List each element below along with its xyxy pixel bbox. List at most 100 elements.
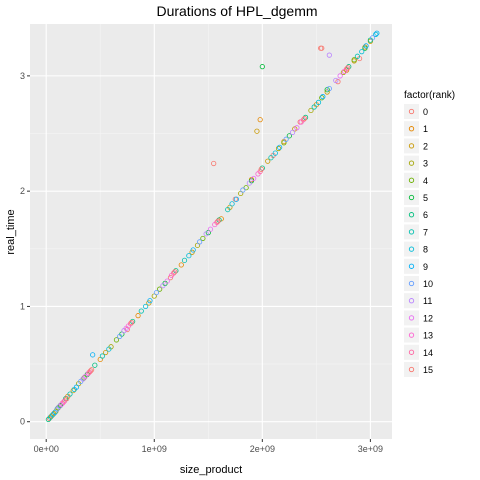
data-point [99,353,106,359]
data-point [207,226,214,232]
x-axis-title: size_product [180,464,242,476]
data-point [147,298,153,304]
data-point [257,117,263,123]
legend-marker [408,315,415,321]
legend-key [404,155,419,171]
data-point [186,253,192,259]
legend-label: 12 [423,313,433,323]
data-point [265,158,271,164]
data-point [272,150,278,156]
legend-key [404,207,419,223]
legend-marker [408,229,415,235]
data-point [275,145,282,152]
legend-key [404,190,419,205]
data-point [138,308,144,314]
data-point [340,69,346,76]
data-point [92,362,98,368]
legend-key [404,327,419,343]
data-point [359,49,365,55]
legend-key [404,362,419,377]
data-point [333,77,339,84]
data-point [57,402,63,409]
data-point [318,45,324,51]
legend-label: 10 [423,279,433,289]
legend-label: 2 [423,141,428,151]
legend-marker [408,126,415,132]
legend-marker [408,332,415,338]
data-point [300,117,306,123]
chart-title: Durations of HPL_dgemm [156,3,317,19]
data-point [197,239,203,245]
data-point [190,247,196,253]
legend-label: 11 [423,296,432,306]
data-point [251,175,257,182]
data-point [326,85,332,92]
data-point [286,133,292,139]
legend-label: 6 [423,210,428,220]
legend-label: 13 [423,331,433,341]
data-point [73,384,80,390]
data-point [90,352,96,358]
x-tick-label: 1e+09 [142,444,167,454]
data-point [127,321,134,327]
legend-key [404,224,419,240]
data-point [354,53,361,59]
data-point [240,187,246,193]
legend-label: 15 [423,365,433,375]
data-point [311,104,317,110]
data-point [200,235,206,242]
data-point [87,368,94,374]
y-axis-title: real_time [5,209,17,254]
data-point [178,262,184,268]
legend-marker [408,349,415,355]
y-tick-label: 0 [20,417,25,427]
legend-marker [408,263,415,269]
legend-key [404,258,419,274]
legend-marker [408,160,415,166]
data-point [172,269,178,275]
data-point [160,283,166,289]
data-point [214,219,220,225]
data-point [153,289,160,296]
legend-label: 8 [423,245,428,255]
grid-minor [30,24,392,439]
x-tick-label: 0e+00 [34,444,59,454]
legend-key [404,172,419,188]
data-point [326,52,332,58]
legend-label: 4 [423,176,428,186]
legend-marker [408,143,415,149]
data-point [289,129,296,135]
x-tick-label: 2e+09 [250,444,275,454]
legend-key [404,241,419,257]
y-tick-label: 3 [20,71,25,81]
x-tick-label: 3e+09 [358,444,383,454]
legend-label: 3 [423,159,428,169]
legend-marker [408,194,415,201]
legend-marker [408,108,415,115]
y-tick-label: 1 [20,301,25,311]
data-point [113,337,120,343]
y-tick-label: 2 [20,186,25,196]
data-point [106,346,112,352]
data-point [277,144,283,150]
legend-key [404,104,419,119]
data-point [128,319,135,326]
data-point [157,286,163,292]
data-point [351,57,357,63]
data-points [45,30,380,423]
data-point [268,155,274,161]
legend-key [404,138,419,154]
x-axis: 0e+00 1e+09 2e+09 3e+09 [34,439,383,454]
legend-marker [408,366,415,373]
data-point [86,369,93,375]
data-point [233,196,239,202]
legend-marker [408,280,415,287]
data-point [64,396,70,402]
legend-key [404,344,419,360]
data-point [246,180,252,186]
legend-marker [408,298,415,304]
data-point [258,166,264,172]
data-point [301,115,308,122]
